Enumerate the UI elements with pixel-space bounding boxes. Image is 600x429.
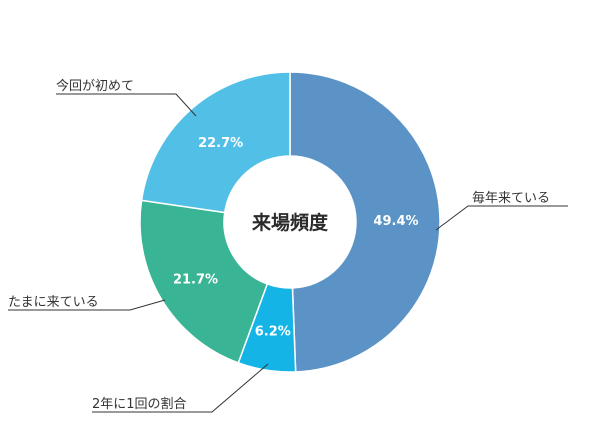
category-label-every-year: 毎年来ている (472, 190, 550, 206)
leader-line-first-time (56, 93, 197, 117)
slices-group (139, 71, 441, 373)
category-label-occasionally: たまに来ている (8, 295, 99, 310)
percent-label-every-two-years: 6.2% (255, 325, 291, 340)
percent-label-first-time: 22.7% (198, 136, 243, 151)
category-label-every-two-years: 2年に1回の割合 (92, 396, 187, 412)
percent-labels: 49.4% 6.2% 21.7% 22.7% (173, 136, 419, 340)
percent-label-every-year: 49.4% (373, 214, 418, 229)
percent-label-occasionally: 21.7% (173, 272, 218, 287)
category-label-first-time: 今回が初めて (56, 78, 134, 94)
leader-line-occasionally (8, 299, 166, 311)
leader-line-every-two-years (92, 363, 269, 413)
donut-hole (224, 156, 356, 288)
callout-labels: 毎年来ている 2年に1回の割合 たまに来ている 今回が初めて (8, 78, 568, 413)
chart-title: 来場頻度 (252, 211, 329, 234)
leader-line-every-year (435, 205, 568, 231)
